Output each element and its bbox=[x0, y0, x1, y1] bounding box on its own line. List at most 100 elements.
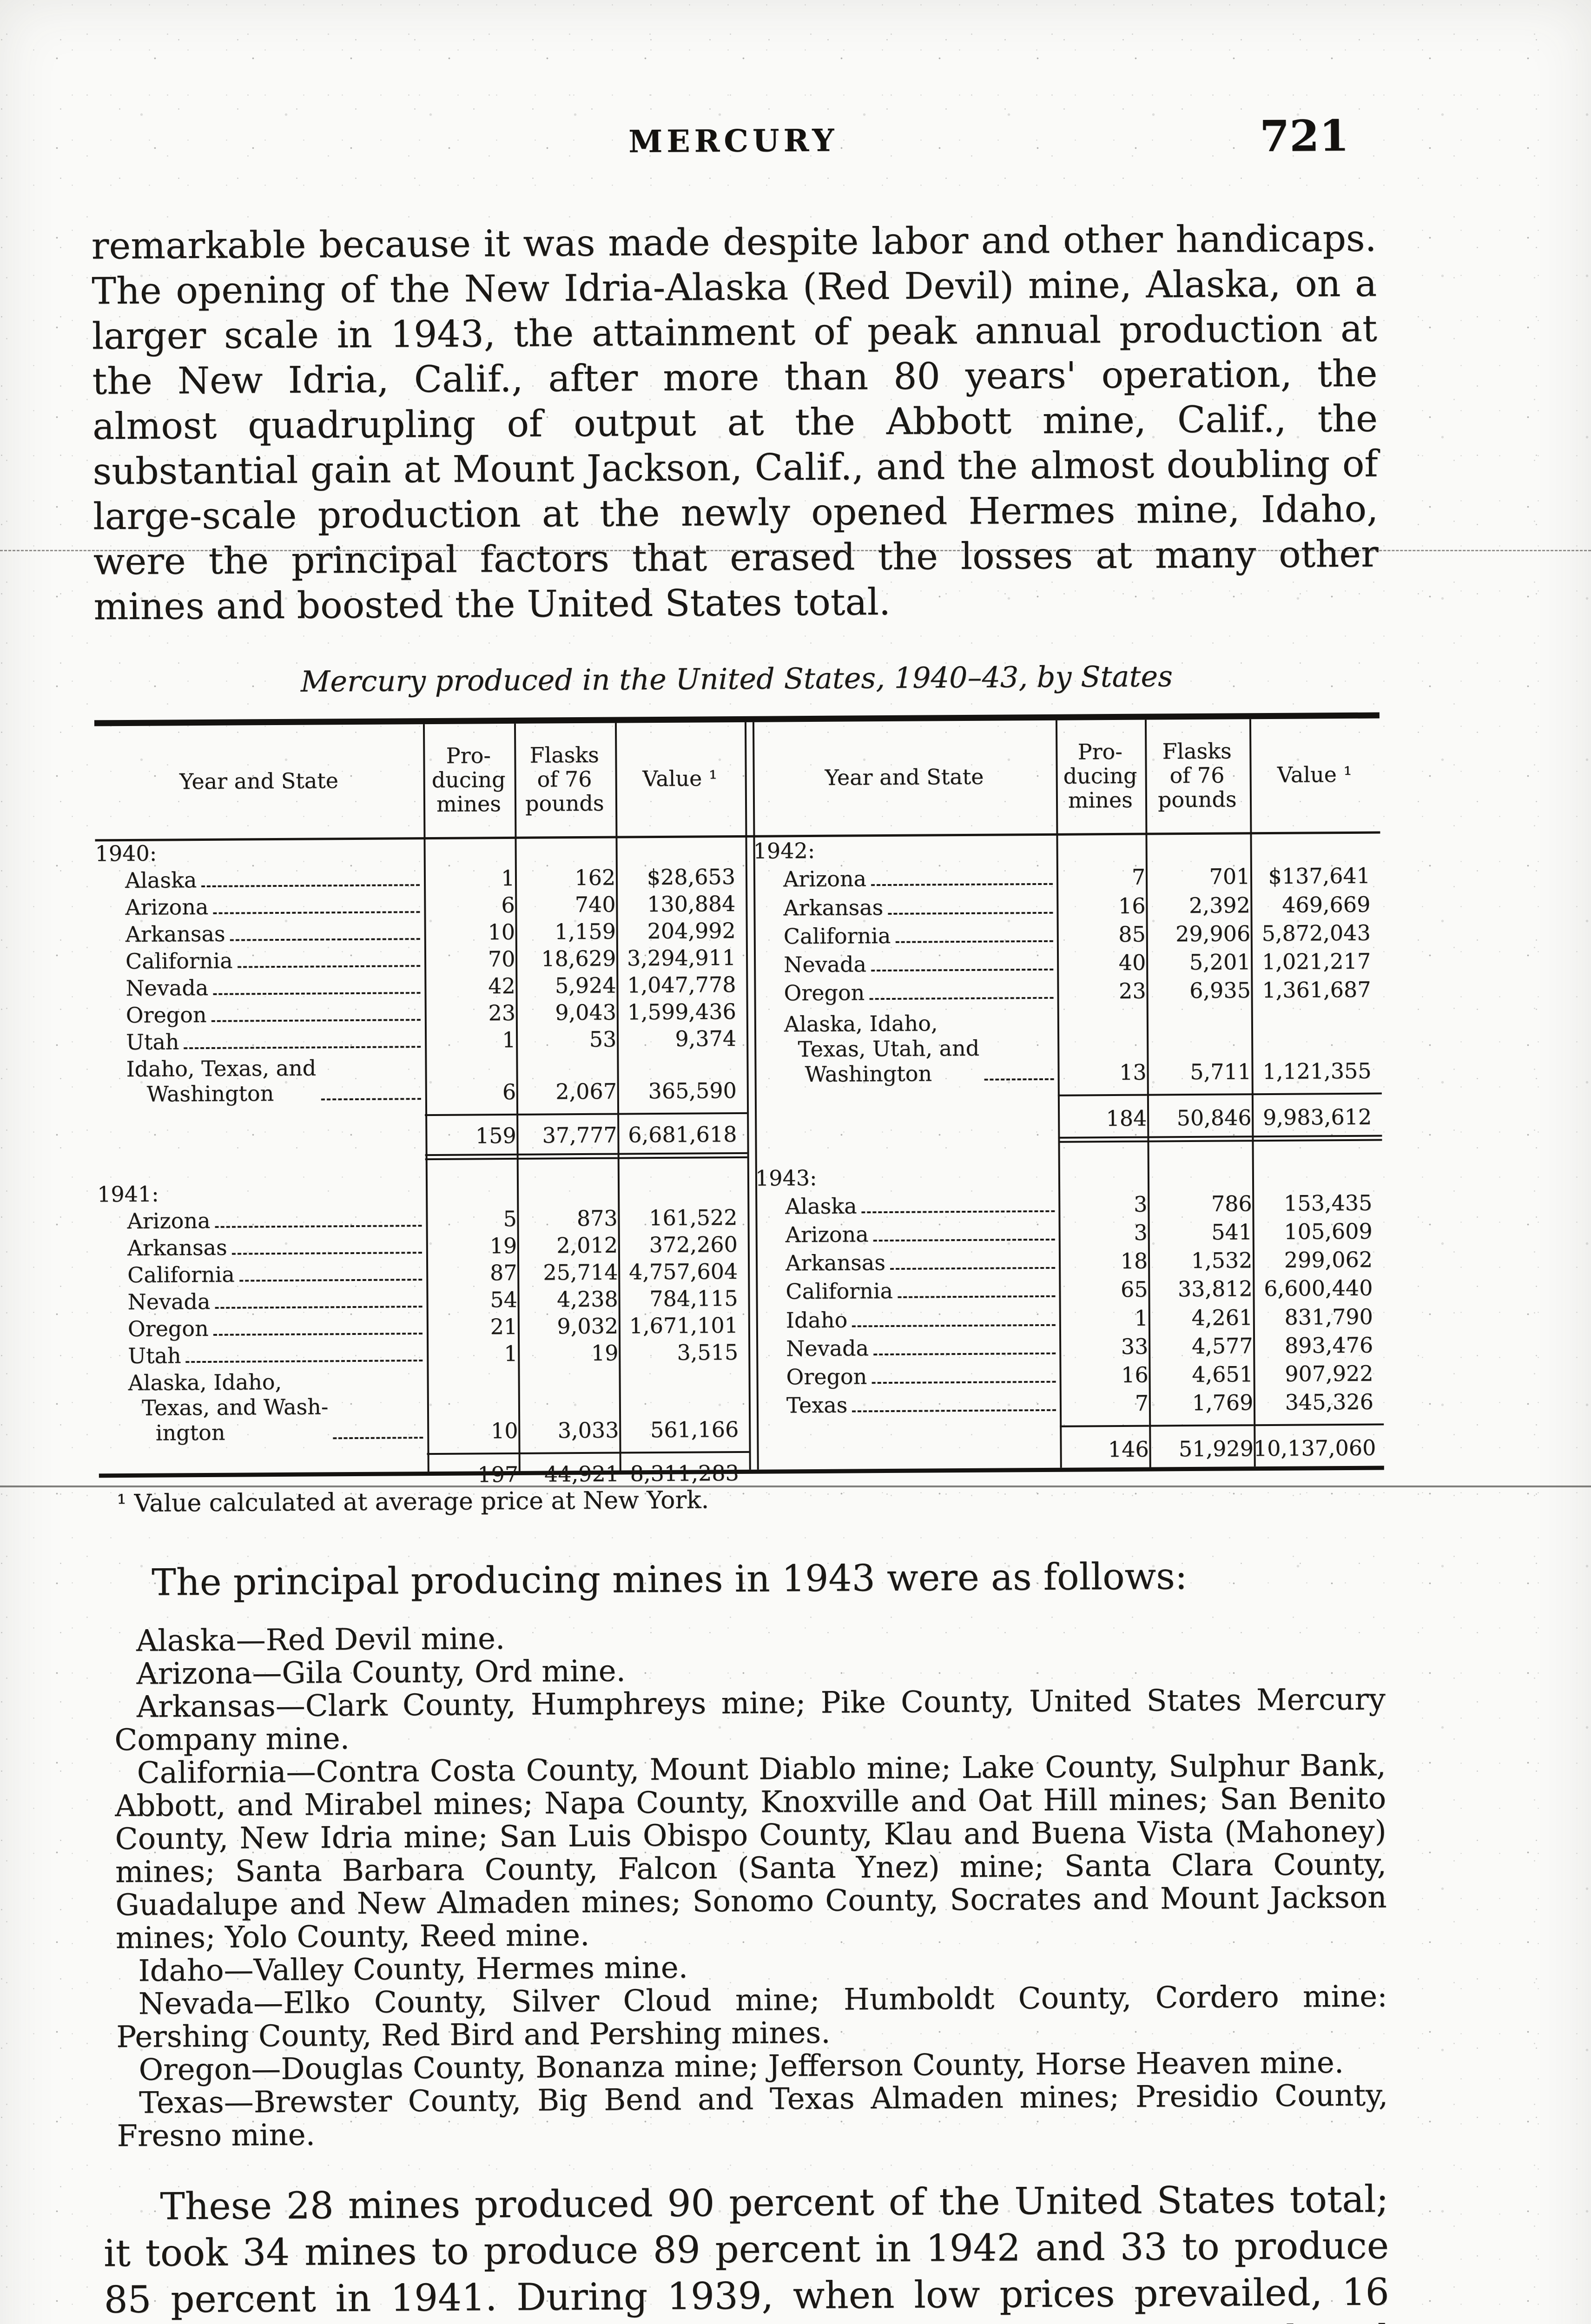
dot-leader bbox=[898, 1295, 1056, 1299]
producing-mines-value: 1 bbox=[501, 865, 515, 891]
double-rule-cell bbox=[425, 1156, 517, 1179]
flasks-value: 29,906 bbox=[1175, 920, 1251, 946]
state-label-wrap: Arkansas bbox=[96, 920, 424, 947]
state-label-wrap: Oregon bbox=[756, 1363, 1059, 1390]
value-dollars: 130,884 bbox=[647, 891, 736, 917]
double-rule-cell bbox=[1251, 1138, 1382, 1160]
state-label-cell: Arkansas bbox=[98, 1233, 426, 1261]
state-name: Arizona bbox=[785, 1221, 869, 1248]
table-row: Oregon 21 9,032 1,671,101 bbox=[98, 1311, 748, 1342]
state-label-wrap: Nevada bbox=[96, 974, 424, 1001]
value-dollars: $137,641 bbox=[1268, 863, 1371, 889]
table-header-row: Year and State Pro- ducing mines Flasks … bbox=[753, 719, 1380, 836]
dot-leader bbox=[869, 997, 1054, 1000]
running-head-title: MERCURY bbox=[628, 122, 838, 160]
table-row: Utah 1 19 3,515 bbox=[98, 1338, 748, 1369]
dot-leader bbox=[333, 1436, 423, 1439]
empty-cell bbox=[425, 1178, 516, 1205]
closing-paragraph: These 28 mines produced 90 percent of th… bbox=[103, 2177, 1390, 2324]
flasks-value: 18,629 bbox=[541, 945, 616, 971]
producing-mines-value: 7 bbox=[1135, 1390, 1149, 1416]
table-title: Mercury produced in the United States, 1… bbox=[300, 659, 1173, 699]
value-dollars: 831,790 bbox=[1284, 1304, 1373, 1330]
producing-mines-value: 6 bbox=[502, 1079, 516, 1105]
spacer-cell bbox=[1147, 1085, 1251, 1095]
column-header-year-state: Year and State bbox=[179, 767, 339, 794]
empty-cell bbox=[516, 1177, 617, 1205]
flasks-value: 53 bbox=[589, 1026, 617, 1052]
empty-cell bbox=[615, 836, 746, 864]
state-name: Nevada bbox=[786, 1335, 869, 1361]
column-header-flasks: Flasks of 76 pounds bbox=[1157, 738, 1237, 812]
state-name: Nevada bbox=[783, 951, 867, 977]
producing-mines-value: 85 bbox=[1118, 921, 1146, 947]
producing-mines-value: 10 bbox=[488, 919, 515, 945]
producing-mines-value: 6 bbox=[501, 892, 515, 918]
value-dollars: 907,922 bbox=[1285, 1360, 1373, 1386]
value-dollars: 161,522 bbox=[649, 1204, 738, 1230]
table-right-half: Year and State Pro- ducing mines Flasks … bbox=[753, 719, 1384, 1470]
total-value: 9,983,612 bbox=[1251, 1093, 1382, 1139]
state-label-cell: Nevada bbox=[756, 1332, 1059, 1362]
flasks-value: 5,924 bbox=[555, 972, 616, 998]
flasks-value: 4,238 bbox=[556, 1286, 618, 1312]
state-name: Alaska bbox=[125, 867, 197, 893]
total-value: 6,681,618 bbox=[617, 1113, 747, 1156]
dot-leader bbox=[215, 1305, 423, 1309]
table-row: California 85 29,906 5,872,043 bbox=[754, 918, 1381, 950]
producing-mines-value: 3 bbox=[1134, 1220, 1148, 1245]
flasks-value: 9,043 bbox=[555, 999, 617, 1025]
state-name: California bbox=[786, 1278, 893, 1304]
column-header-year-state: Year and State bbox=[825, 764, 984, 790]
value-dollars: 1,671,101 bbox=[629, 1312, 739, 1338]
producing-mines-value: 7 bbox=[1131, 864, 1146, 890]
empty-cell bbox=[617, 1176, 747, 1204]
spacer-cell bbox=[1251, 1084, 1382, 1095]
value-dollars: 345,326 bbox=[1285, 1389, 1374, 1415]
flasks-value: 541 bbox=[1211, 1219, 1253, 1245]
value-dollars: 299,062 bbox=[1284, 1247, 1373, 1273]
value-dollars: 9,374 bbox=[675, 1025, 737, 1051]
page-number: 721 bbox=[1259, 110, 1349, 162]
total-row: 184 50,846 9,983,612 bbox=[755, 1093, 1382, 1142]
total-row: 159 37,777 6,681,618 bbox=[97, 1113, 747, 1159]
spacer-cell bbox=[1060, 1417, 1149, 1426]
year-label: 1942: bbox=[753, 838, 815, 864]
state-name: Nevada bbox=[125, 975, 209, 1001]
value-dollars: 4,757,604 bbox=[628, 1258, 738, 1284]
empty-cell bbox=[1250, 832, 1380, 862]
value-dollars: 893,476 bbox=[1284, 1332, 1373, 1358]
state-name: Texas bbox=[786, 1392, 848, 1418]
total-row: 146 51,929 10,137,060 bbox=[757, 1424, 1384, 1470]
state-label-wrap: Oregon bbox=[754, 979, 1057, 1006]
state-label-cell: Idaho, Texas, and Washington bbox=[96, 1054, 425, 1108]
total-producing-mines: 184 bbox=[1057, 1095, 1147, 1140]
flasks-value: 162 bbox=[574, 865, 616, 891]
dot-leader bbox=[211, 1019, 421, 1022]
flasks-value: 19 bbox=[591, 1340, 619, 1366]
dot-leader bbox=[873, 1238, 1055, 1242]
value-dollars: 365,590 bbox=[648, 1077, 737, 1104]
total-row: 197 44,921 8,311,283 bbox=[99, 1452, 750, 1495]
value-dollars: 1,047,778 bbox=[627, 971, 736, 998]
state-name: Idaho bbox=[786, 1307, 848, 1333]
state-name: Alaska, Idaho, Texas, Utah, and Washingt… bbox=[784, 1010, 980, 1087]
mine-entry: Arkansas—Clark County, Humphreys mine; P… bbox=[114, 1682, 1386, 1758]
flasks-value: 5,201 bbox=[1189, 949, 1251, 975]
state-label-wrap: Utah bbox=[98, 1341, 427, 1368]
intro-paragraph: remarkable because it was made despite l… bbox=[91, 217, 1379, 628]
table-row: Alaska, Idaho, Texas, and Wash- ington 10… bbox=[98, 1365, 749, 1446]
state-label-cell: Utah bbox=[96, 1027, 425, 1056]
value-dollars: 3,515 bbox=[677, 1339, 739, 1365]
state-label-wrap: Arizona bbox=[97, 1207, 426, 1234]
spacer-cell bbox=[1057, 1086, 1147, 1096]
table-header-row: Year and State Pro- ducing mines Flasks … bbox=[94, 722, 745, 840]
table-row: Alaska 3 786 153,435 bbox=[755, 1188, 1382, 1220]
table-row: Arkansas 18 1,532 299,062 bbox=[756, 1245, 1383, 1277]
state-label-wrap: Alaska, Idaho, Texas, Utah, and Washingt… bbox=[754, 1010, 1058, 1087]
state-name: California bbox=[783, 923, 891, 949]
table-row: Oregon 23 9,043 1,599,436 bbox=[96, 998, 746, 1029]
state-label-wrap: Utah bbox=[96, 1028, 425, 1055]
flasks-value: 786 bbox=[1211, 1191, 1252, 1216]
total-flasks: 37,777 bbox=[516, 1114, 617, 1157]
